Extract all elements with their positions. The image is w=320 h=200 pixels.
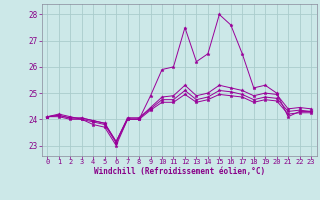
X-axis label: Windchill (Refroidissement éolien,°C): Windchill (Refroidissement éolien,°C) [94, 167, 265, 176]
